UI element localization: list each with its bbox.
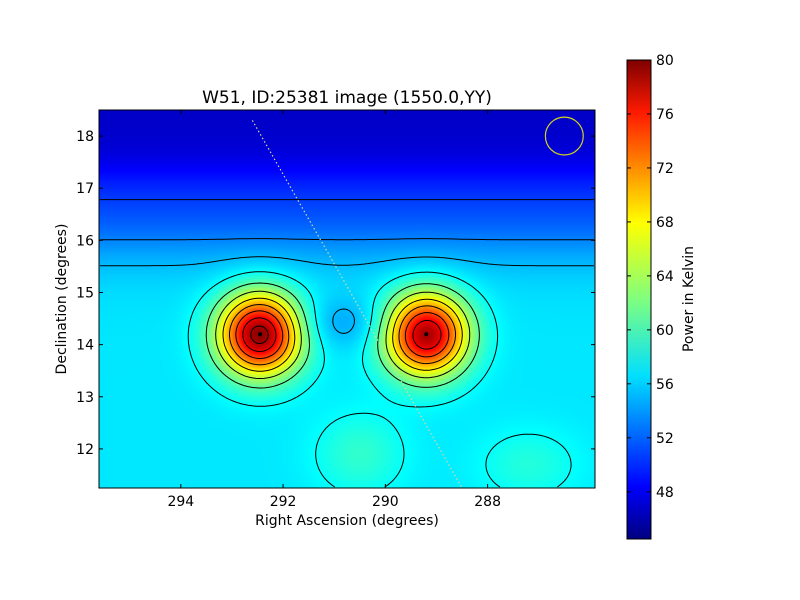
colorbar-tick-label: 60 xyxy=(656,323,674,339)
y-axis: 12 13 14 15 16 17 18 xyxy=(76,129,595,458)
colorbar: 48 52 56 60 64 68 72 76 80 xyxy=(626,53,674,540)
contour-line xyxy=(215,290,471,379)
colorbar-tick-label: 64 xyxy=(656,269,674,285)
y-tick-label: 12 xyxy=(76,442,94,458)
colorbar-label: Power in Kelvin xyxy=(681,246,697,352)
galactic-plane-line xyxy=(251,120,463,488)
chart-title: W51, ID:25381 image (1550.0,YY) xyxy=(202,88,492,108)
source-peak-marker xyxy=(424,332,429,337)
contour-line xyxy=(100,256,594,334)
y-tick-label: 14 xyxy=(76,338,94,354)
y-tick-label: 15 xyxy=(76,285,94,301)
contour-line xyxy=(242,317,442,352)
x-axis: 294 292 290 288 xyxy=(167,110,501,510)
colorbar-tick-label: 80 xyxy=(656,53,674,69)
plot-frame xyxy=(98,109,596,489)
colorbar-tick-label: 52 xyxy=(656,431,674,447)
colorbar-gradient xyxy=(626,59,652,540)
colorbar-tick-label: 56 xyxy=(656,377,674,393)
x-axis-label: Right Ascension (degrees) xyxy=(255,513,439,529)
x-tick-label: 294 xyxy=(167,494,194,510)
contour-line xyxy=(235,310,450,359)
beam-circle xyxy=(544,116,584,156)
colorbar-tick-label: 76 xyxy=(656,107,674,123)
x-tick-label: 292 xyxy=(270,494,297,510)
x-tick-label: 290 xyxy=(372,494,399,510)
y-axis-label: Declination (degrees) xyxy=(54,224,70,375)
contours xyxy=(100,199,594,488)
y-tick-label: 18 xyxy=(76,129,94,145)
colorbar-tick-label: 68 xyxy=(656,215,674,231)
y-tick-label: 17 xyxy=(76,181,94,197)
heatmap-image xyxy=(99,110,595,488)
source-peak-marker xyxy=(258,332,263,337)
y-tick-label: 16 xyxy=(76,233,94,249)
y-tick-label: 13 xyxy=(76,390,94,406)
colorbar-tick-label: 48 xyxy=(656,485,674,501)
colorbar-tick-label: 72 xyxy=(656,161,674,177)
contour-line xyxy=(229,304,456,366)
x-tick-label: 288 xyxy=(474,494,501,510)
contour-line xyxy=(250,325,269,344)
contour-line xyxy=(205,282,480,389)
contour-line xyxy=(187,271,572,488)
contour-line xyxy=(100,238,594,241)
plot-area: 294 292 290 288 12 13 14 15 16 17 18 xyxy=(76,109,596,510)
colorbar-ticks: 48 52 56 60 64 68 72 76 80 xyxy=(627,53,674,501)
contour-line xyxy=(222,297,463,372)
